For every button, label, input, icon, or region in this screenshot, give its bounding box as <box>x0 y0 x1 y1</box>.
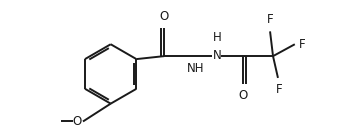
Text: O: O <box>73 115 82 128</box>
Text: O: O <box>239 89 248 102</box>
Text: F: F <box>276 83 282 96</box>
Text: O: O <box>160 10 169 23</box>
Text: F: F <box>267 13 273 26</box>
Text: N: N <box>213 49 221 62</box>
Text: NH: NH <box>187 62 205 75</box>
Text: H: H <box>213 31 222 44</box>
Text: F: F <box>299 38 306 51</box>
